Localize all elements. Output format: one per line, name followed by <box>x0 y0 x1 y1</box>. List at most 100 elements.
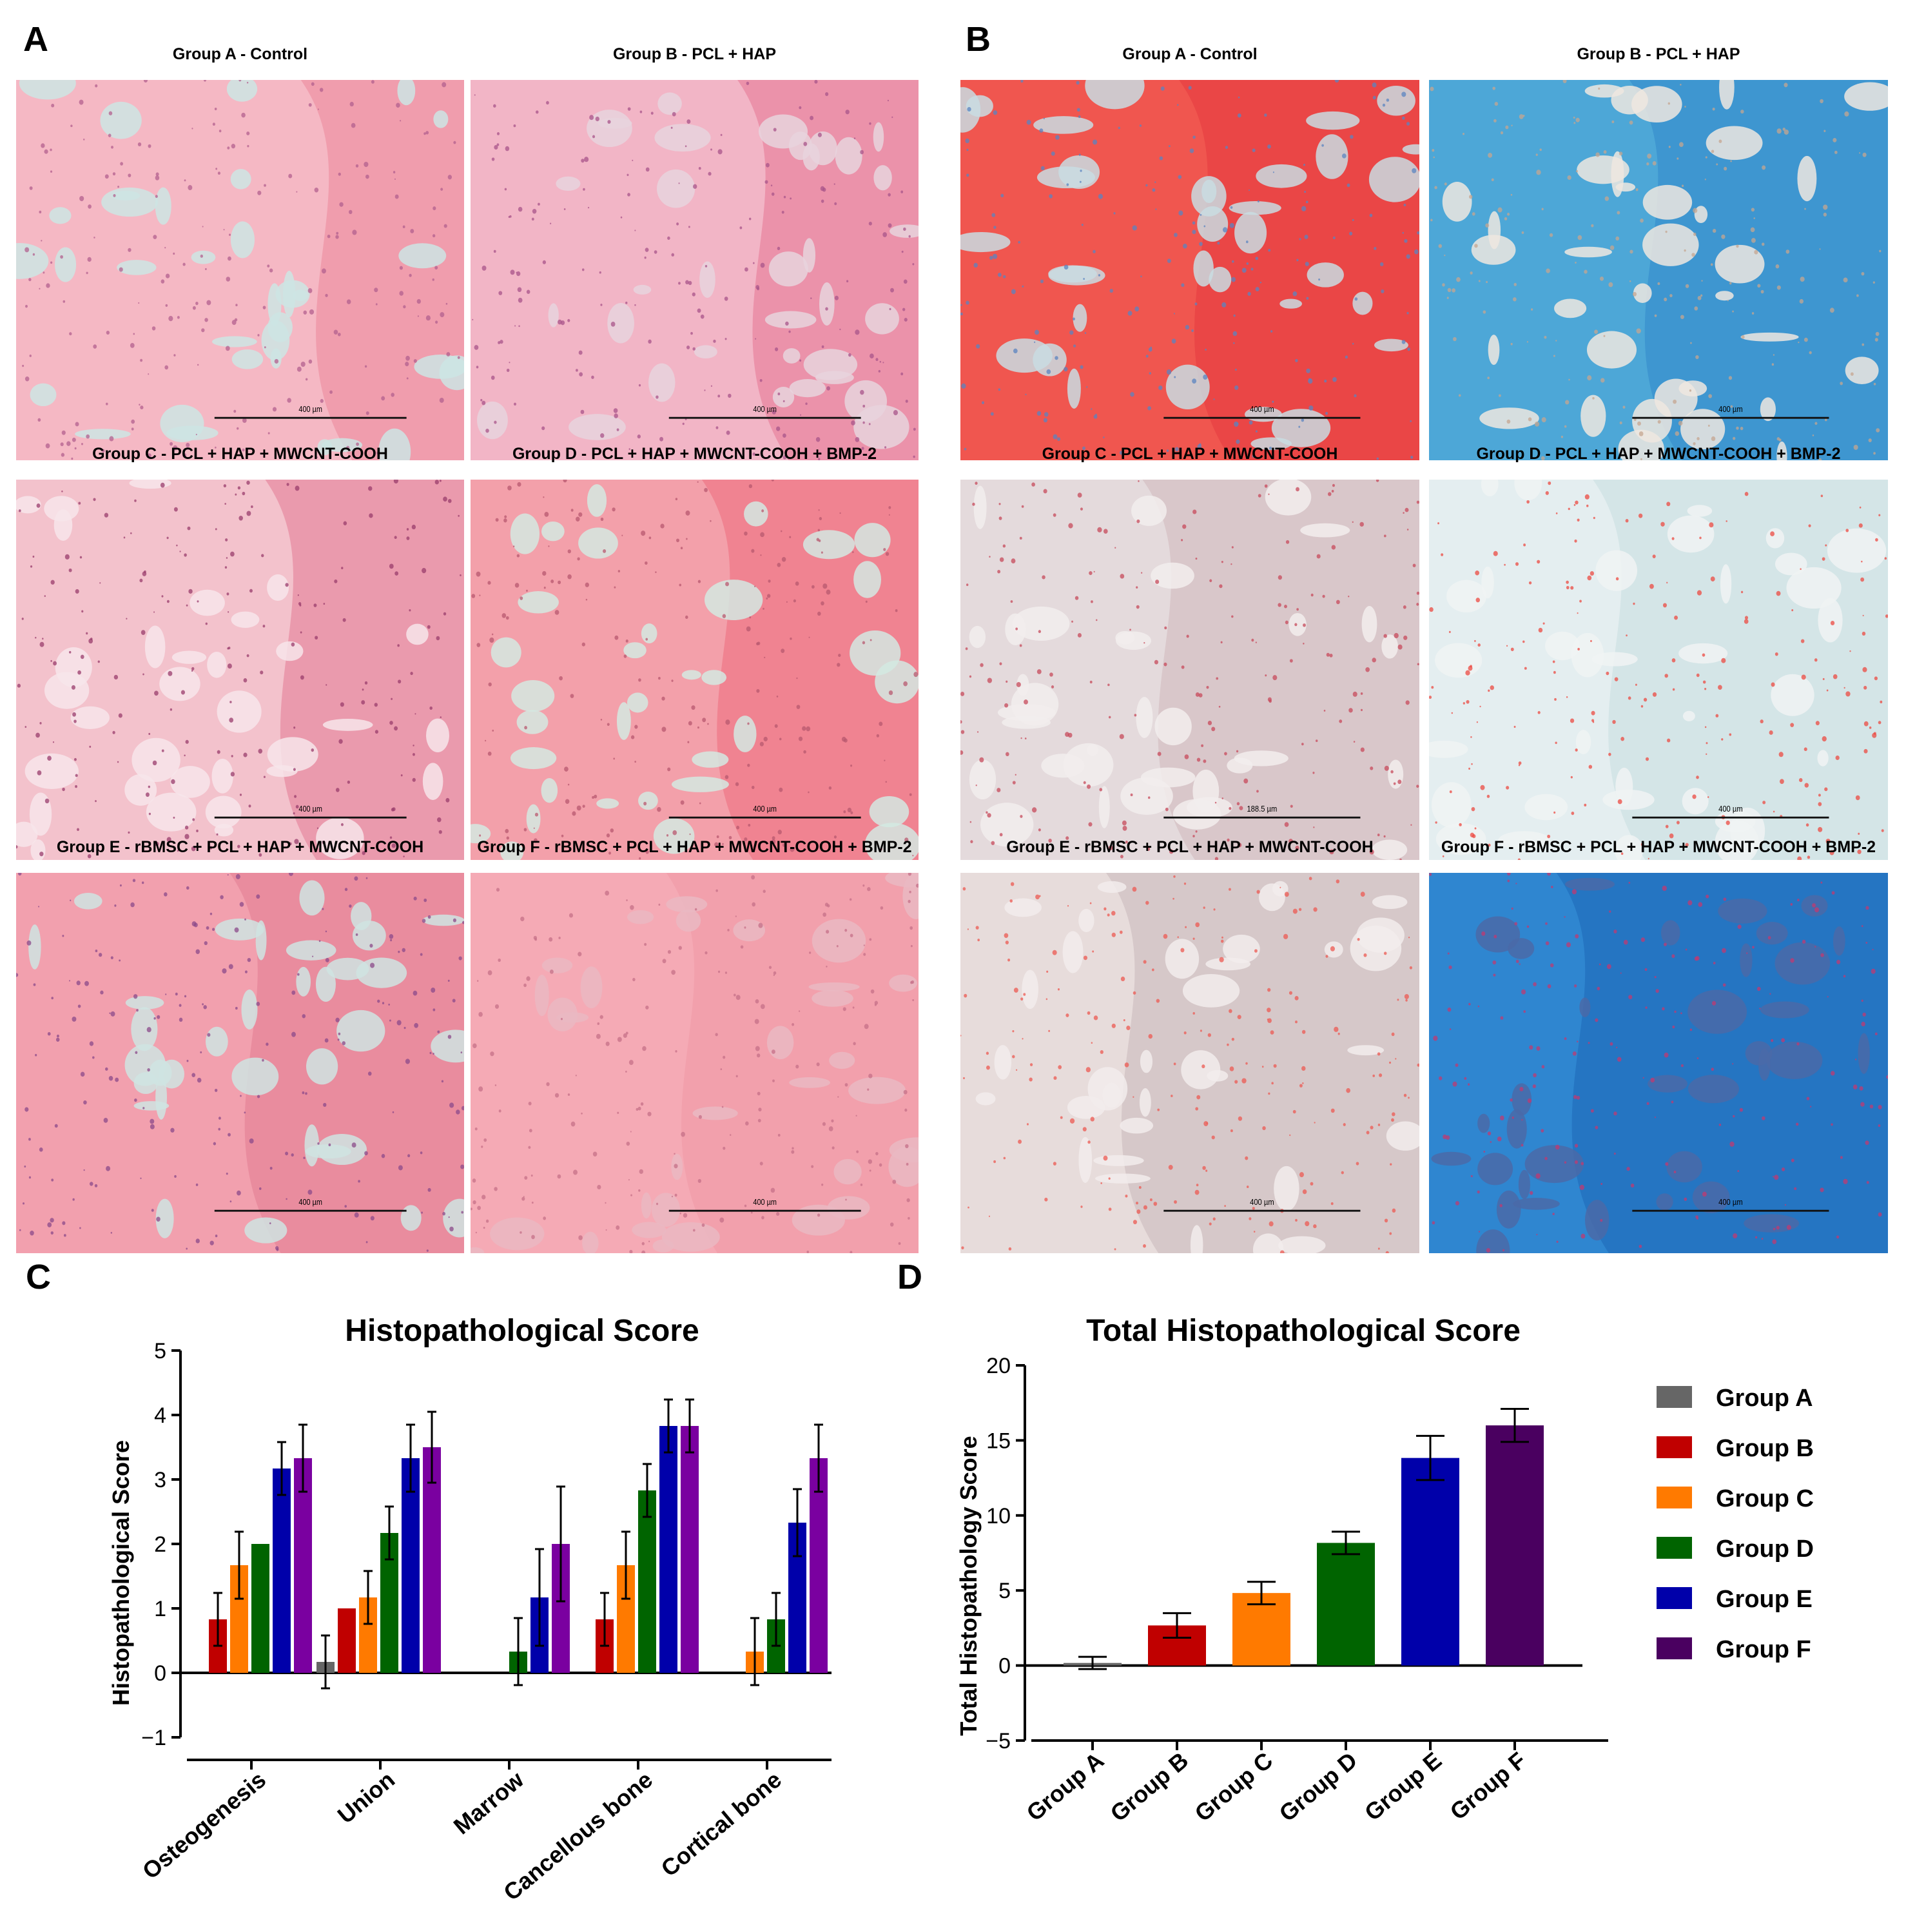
c-y-tick-label: 0 <box>154 1661 166 1686</box>
c-x-tick-label: Union <box>333 1766 400 1829</box>
micrograph-title: Group D - PCL + HAP + MWCNT-COOH + BMP-2 <box>1476 445 1841 463</box>
legend-swatch-group-a <box>1657 1386 1692 1408</box>
d-bar-group-f <box>1486 1425 1544 1666</box>
d-x-tick-label: Group D <box>1274 1747 1362 1827</box>
legend-swatch-group-f <box>1657 1637 1692 1659</box>
c-bar-group-f <box>294 1458 312 1673</box>
trichrome-micrograph-2: Group B - PCL + HAP 400 µm <box>1429 45 1888 460</box>
total-histopathological-score-chart: Total Histopathological Score Total Hist… <box>955 1314 1814 1827</box>
scale-bar-label: 400 µm <box>298 1198 322 1207</box>
c-y-tick-label: −1 <box>141 1726 166 1750</box>
c-x-tick-label: Cortical bone <box>656 1766 787 1882</box>
scale-bar-label: 400 µm <box>753 805 777 814</box>
he-micrograph-3: Group C - PCL + HAP + MWCNT-COOH 400 µm <box>16 445 464 860</box>
panel-letter-d: D <box>897 1258 922 1296</box>
histology-image: 400 µm <box>960 80 1419 460</box>
histology-image: 400 µm <box>471 873 919 1253</box>
trichrome-micrograph-4: Group D - PCL + HAP + MWCNT-COOH + BMP-2… <box>1429 445 1888 860</box>
histology-image: 400 µm <box>960 873 1419 1253</box>
c-y-tick-label: 1 <box>154 1597 166 1621</box>
d-x-tick-label: Group F <box>1445 1747 1532 1825</box>
c-bar-group-e <box>402 1458 420 1673</box>
trichrome-micrograph-3: Group C - PCL + HAP + MWCNT-COOH 188.5 µm <box>960 445 1419 860</box>
d-bar-group-e <box>1401 1458 1459 1666</box>
c-y-tick-label: 4 <box>154 1403 166 1428</box>
micrograph-title: Group A - Control <box>1122 45 1258 63</box>
micrograph-title: Group D - PCL + HAP + MWCNT-COOH + BMP-2 <box>512 445 877 463</box>
scale-bar-label: 400 µm <box>753 1198 777 1207</box>
c-bar-group-f <box>810 1458 828 1673</box>
trichrome-micrograph-1: Group A - Control 400 µm <box>960 45 1419 460</box>
d-y-tick-label: 20 <box>986 1354 1011 1378</box>
d-y-tick-label: −5 <box>986 1729 1011 1753</box>
histology-image: 188.5 µm <box>960 480 1419 860</box>
c-x-tick-label: Marrow <box>449 1766 529 1839</box>
chart-c-title: Histopathological Score <box>345 1314 699 1348</box>
d-y-tick-label: 5 <box>998 1579 1011 1603</box>
trichrome-micrograph-6: Group F - rBMSC + PCL + HAP + MWCNT-COOH… <box>1429 838 1888 1253</box>
scale-bar-label: 400 µm <box>1250 1198 1274 1207</box>
c-y-tick-label: 3 <box>154 1468 166 1492</box>
panel-letter-b: B <box>966 20 991 59</box>
legend-label-group-f: Group F <box>1716 1636 1811 1663</box>
legend-label-group-b: Group B <box>1716 1435 1814 1462</box>
micrograph-title: Group B - PCL + HAP <box>612 45 777 63</box>
legend-swatch-group-d <box>1657 1537 1692 1559</box>
panel-letter-a: A <box>23 20 48 59</box>
micrograph-title: Group E - rBMSC + PCL + HAP + MWCNT-COOH <box>56 838 424 856</box>
d-x-tick-label: Group B <box>1105 1747 1193 1827</box>
histology-image: 400 µm <box>1429 80 1888 460</box>
d-x-tick-label: Group E <box>1359 1747 1446 1826</box>
d-y-tick-label: 0 <box>998 1654 1011 1679</box>
d-bar-group-d <box>1317 1543 1375 1666</box>
micrograph-title: Group C - PCL + HAP + MWCNT-COOH <box>92 445 388 463</box>
c-bar-group-d <box>638 1490 656 1673</box>
legend-label-group-c: Group C <box>1716 1485 1814 1512</box>
legend-swatch-group-b <box>1657 1436 1692 1458</box>
he-micrograph-4: Group D - PCL + HAP + MWCNT-COOH + BMP-2… <box>471 445 919 860</box>
he-micrograph-5: Group E - rBMSC + PCL + HAP + MWCNT-COOH… <box>16 838 464 1253</box>
legend-label-group-d: Group D <box>1716 1536 1814 1563</box>
c-x-tick-label: Osteogenesis <box>137 1766 271 1884</box>
legend-label-group-a: Group A <box>1716 1385 1813 1412</box>
he-micrograph-2: Group B - PCL + HAP 400 µm <box>471 45 919 460</box>
c-y-tick-label: 5 <box>154 1339 166 1363</box>
histology-image: 400 µm <box>16 873 464 1253</box>
d-y-tick-label: 10 <box>986 1504 1011 1528</box>
micrograph-title: Group A - Control <box>172 45 308 63</box>
trichrome-micrograph-5: Group E - rBMSC + PCL + HAP + MWCNT-COOH… <box>960 838 1419 1253</box>
histology-image: 400 µm <box>16 480 464 860</box>
histopathological-score-chart: Histopathological Score Histopathologica… <box>108 1314 831 1906</box>
legend-swatch-group-c <box>1657 1487 1692 1508</box>
c-bar-group-f <box>681 1426 699 1673</box>
scale-bar-label: 400 µm <box>1718 805 1743 814</box>
c-bar-group-f <box>423 1447 441 1673</box>
c-bar-group-d <box>251 1544 269 1673</box>
d-x-tick-label: Group C <box>1189 1747 1278 1827</box>
panel-letter-c: C <box>26 1258 51 1296</box>
legend-label-group-e: Group E <box>1716 1586 1813 1613</box>
c-bar-group-e <box>273 1469 291 1673</box>
c-y-tick-label: 2 <box>154 1532 166 1557</box>
chart-d-ylabel: Total Histopathology Score <box>955 1436 982 1735</box>
micrograph-title: Group F - rBMSC + PCL + HAP + MWCNT-COOH… <box>477 838 912 856</box>
micrograph-title: Group E - rBMSC + PCL + HAP + MWCNT-COOH <box>1006 838 1374 856</box>
micrograph-title: Group B - PCL + HAP <box>1577 45 1740 63</box>
scale-bar-label: 400 µm <box>1250 405 1274 415</box>
scale-bar-label: 400 µm <box>1718 1198 1743 1207</box>
legend-swatch-group-e <box>1657 1587 1692 1609</box>
he-micrograph-1: Group A - Control 400 µm <box>16 45 464 460</box>
histology-image: 400 µm <box>16 80 464 460</box>
he-micrograph-6: Group F - rBMSC + PCL + HAP + MWCNT-COOH… <box>471 838 919 1253</box>
chart-d-title: Total Histopathological Score <box>1086 1314 1521 1348</box>
c-bar-group-b <box>338 1608 356 1673</box>
scale-bar-label: 400 µm <box>298 405 322 414</box>
micrograph-title: Group F - rBMSC + PCL + HAP + MWCNT-COOH… <box>1441 838 1876 856</box>
scale-bar-label: 188.5 µm <box>1247 805 1277 814</box>
micrograph-title: Group C - PCL + HAP + MWCNT-COOH <box>1042 445 1338 463</box>
histology-image: 400 µm <box>1429 873 1888 1253</box>
histology-image: 400 µm <box>1429 480 1888 860</box>
d-x-tick-label: Group A <box>1022 1747 1109 1826</box>
scale-bar-label: 400 µm <box>753 405 777 414</box>
scale-bar-label: 400 µm <box>298 805 322 814</box>
